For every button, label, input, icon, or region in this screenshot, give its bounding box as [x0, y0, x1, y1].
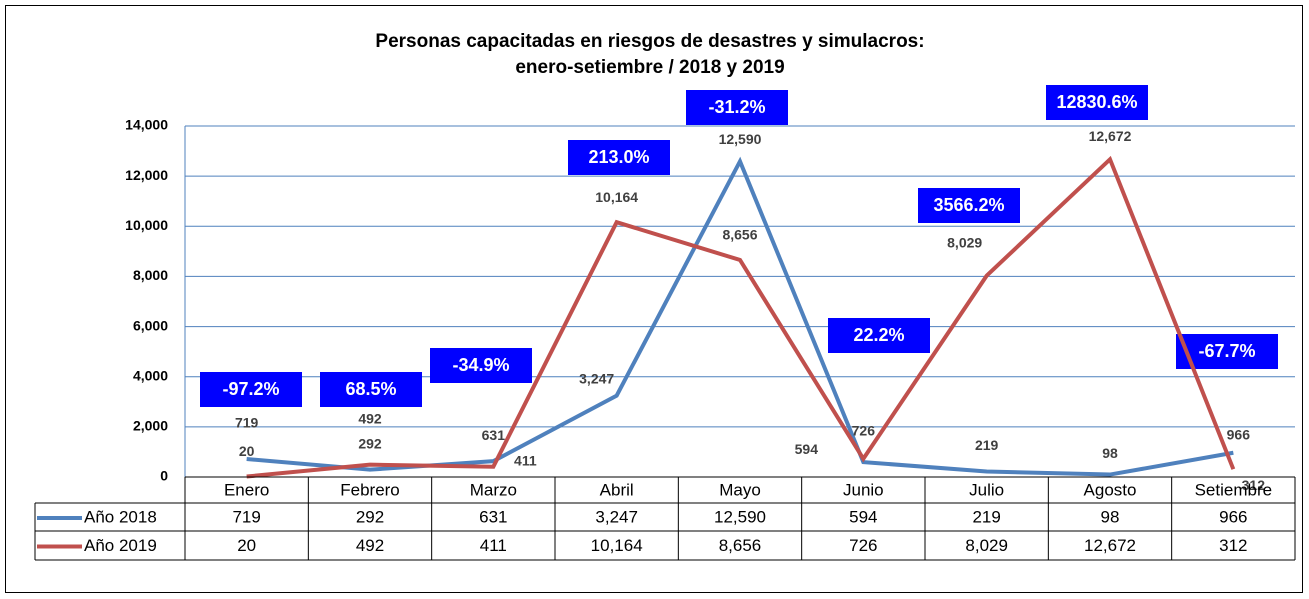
table-cell: 3,247: [595, 507, 638, 526]
x-tick-label: Febrero: [340, 480, 400, 499]
annotation: -34.9%: [452, 355, 509, 375]
table-cell: 8,029: [965, 536, 1008, 555]
table-cell: 20: [237, 536, 256, 555]
annotation-box: [200, 372, 302, 407]
data-label: 12,672: [1089, 128, 1132, 144]
data-label: 726: [852, 423, 876, 439]
data-label: 3,247: [579, 370, 614, 386]
y-tick-label: 4,000: [133, 367, 168, 383]
annotation: -67.7%: [1198, 341, 1255, 361]
y-tick-label: 10,000: [125, 217, 168, 233]
data-label: 966: [1227, 426, 1251, 442]
table-cell: 966: [1219, 507, 1247, 526]
data-label: 219: [975, 437, 999, 453]
x-tick-label: Julio: [969, 480, 1004, 499]
data-label: 631: [482, 427, 506, 443]
y-tick-label: 6,000: [133, 317, 168, 333]
y-tick-label: 12,000: [125, 167, 168, 183]
x-tick-label: Setiembre: [1195, 480, 1272, 499]
table-cell: 726: [849, 536, 877, 555]
table-cell: 12,672: [1084, 536, 1136, 555]
table-cell: 312: [1219, 536, 1247, 555]
annotation: 213.0%: [588, 147, 649, 167]
annotation-box: [320, 372, 422, 407]
annotation-box: [1046, 85, 1148, 120]
data-label: 12,590: [719, 131, 762, 147]
x-tick-label: Junio: [843, 480, 884, 499]
data-label: 98: [1102, 445, 1118, 461]
annotation-box: [568, 140, 670, 175]
annotation: 3566.2%: [933, 195, 1004, 215]
data-label: 292: [358, 435, 382, 451]
y-tick-label: 2,000: [133, 418, 168, 434]
table-cell: 98: [1101, 507, 1120, 526]
data-label: 719: [235, 415, 259, 431]
x-tick-label: Agosto: [1084, 480, 1137, 499]
table-cell: 10,164: [591, 536, 643, 555]
y-tick-label: 0: [160, 468, 168, 484]
data-label: 20: [239, 443, 255, 459]
table-cell: 12,590: [714, 507, 766, 526]
x-tick-label: Mayo: [719, 480, 761, 499]
series-line: [246, 155, 1236, 479]
table-cell: 492: [356, 536, 384, 555]
annotation: -97.2%: [222, 379, 279, 399]
data-label: 312: [1242, 477, 1266, 493]
data-label: 8,029: [947, 234, 982, 250]
table-cell: 8,656: [719, 536, 762, 555]
x-tick-label: Abril: [600, 480, 634, 499]
annotation-box: [918, 188, 1020, 223]
table-cell: 219: [972, 507, 1000, 526]
x-tick-label: Enero: [224, 480, 269, 499]
data-label: 411: [514, 452, 537, 468]
annotation-box: [828, 318, 930, 353]
table-cell: 631: [479, 507, 507, 526]
annotation-box: [430, 348, 532, 383]
annotation: 12830.6%: [1056, 92, 1137, 112]
table-cell: 594: [849, 507, 877, 526]
annotation: -31.2%: [708, 97, 765, 117]
annotation: 68.5%: [345, 379, 396, 399]
table-cell: 719: [232, 507, 260, 526]
table-cell: 292: [356, 507, 384, 526]
chart-title: Personas capacitadas en riesgos de desas…: [375, 31, 924, 52]
data-label: 8,656: [722, 227, 757, 243]
y-tick-label: 14,000: [125, 117, 168, 133]
table-cell: 411: [480, 536, 507, 555]
legend-label: Año 2018: [84, 507, 157, 526]
chart-subtitle: enero-setiembre / 2018 y 2019: [515, 57, 784, 78]
annotation-box: [686, 90, 788, 125]
x-tick-label: Marzo: [470, 480, 517, 499]
y-tick-label: 8,000: [133, 267, 168, 283]
data-label: 10,164: [595, 189, 638, 205]
legend-label: Año 2019: [84, 536, 157, 555]
data-label: 492: [358, 410, 382, 426]
annotation: 22.2%: [853, 325, 904, 345]
data-label: 594: [795, 441, 819, 457]
